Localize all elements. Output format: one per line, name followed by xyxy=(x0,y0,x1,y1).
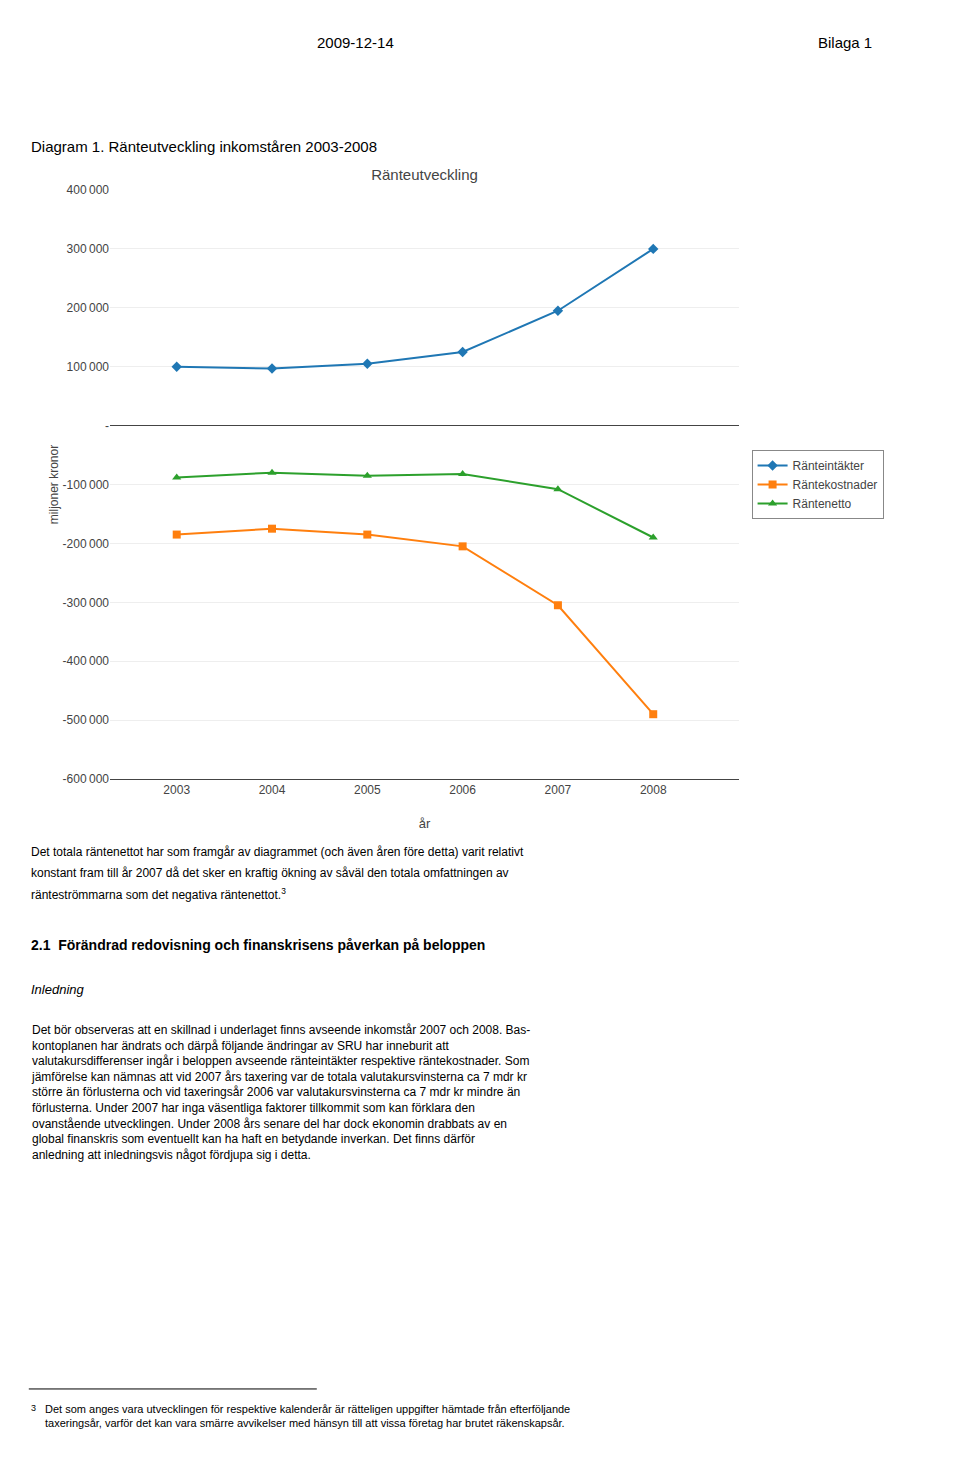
svg-text:2006: 2006 xyxy=(449,783,476,797)
svg-text:2004: 2004 xyxy=(259,783,286,797)
svg-text:år: år xyxy=(419,816,431,831)
svg-text:200 000: 200 000 xyxy=(67,301,110,315)
svg-text:-400 000: -400 000 xyxy=(63,654,110,668)
svg-text:2003: 2003 xyxy=(163,783,190,797)
svg-text:-: - xyxy=(105,419,109,433)
svg-text:Ränteutveckling: Ränteutveckling xyxy=(371,166,478,183)
svg-text:2.1 Förändrad redovisning och: 2.1 Förändrad redovisning och finanskris… xyxy=(31,937,485,953)
svg-text:Det bör observeras att en skil: Det bör observeras att en skillnad i und… xyxy=(31,1023,530,1162)
svg-text:-200 000: -200 000 xyxy=(63,537,110,551)
svg-text:-500 000: -500 000 xyxy=(63,713,110,727)
svg-text:3: 3 xyxy=(31,1403,36,1413)
svg-text:ränteströmmarna som det negati: ränteströmmarna som det negativa räntene… xyxy=(31,886,286,902)
svg-text:-600 000: -600 000 xyxy=(63,772,110,786)
svg-text:Räntekostnader: Räntekostnader xyxy=(793,478,878,492)
svg-text:-100 000: -100 000 xyxy=(63,478,110,492)
svg-text:miljoner kronor: miljoner kronor xyxy=(47,445,61,524)
svg-text:2008: 2008 xyxy=(640,783,667,797)
svg-text:Inledning: Inledning xyxy=(31,982,85,997)
svg-text:Bilaga 1: Bilaga 1 xyxy=(818,34,872,51)
svg-text:300 000: 300 000 xyxy=(67,242,110,256)
svg-text:100 000: 100 000 xyxy=(67,360,110,374)
svg-text:400 000: 400 000 xyxy=(67,183,110,197)
svg-text:Diagram 1. Ränteutveckling ink: Diagram 1. Ränteutveckling inkomståren 2… xyxy=(31,138,377,155)
svg-text:2007: 2007 xyxy=(545,783,572,797)
svg-text:2009-12-14: 2009-12-14 xyxy=(317,34,394,51)
svg-text:2005: 2005 xyxy=(354,783,381,797)
svg-text:-300 000: -300 000 xyxy=(63,596,110,610)
svg-text:Det som anges vara utvecklinge: Det som anges vara utvecklingen för resp… xyxy=(45,1403,570,1429)
svg-text:Ränteintäkter: Ränteintäkter xyxy=(793,459,864,473)
svg-text:Det totala räntenettot har som: Det totala räntenettot har som framgår a… xyxy=(31,845,524,859)
svg-text:konstant fram till år 2007 då: konstant fram till år 2007 då det sker e… xyxy=(31,866,509,880)
svg-text:Räntenetto: Räntenetto xyxy=(793,497,852,511)
